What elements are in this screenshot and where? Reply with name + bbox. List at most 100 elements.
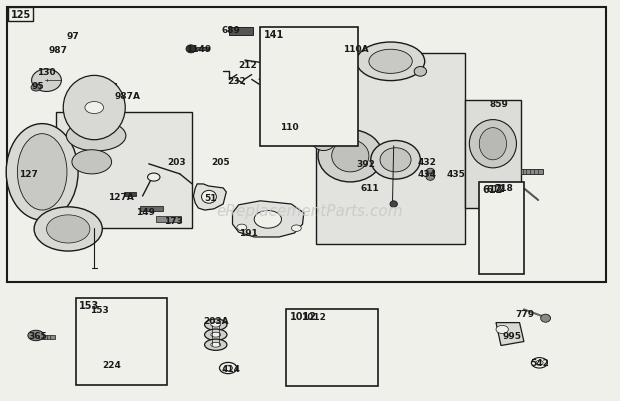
Text: 224: 224 xyxy=(102,360,121,369)
Text: 859: 859 xyxy=(490,100,508,109)
Ellipse shape xyxy=(332,59,344,69)
Text: 95: 95 xyxy=(31,82,43,91)
Text: 203: 203 xyxy=(167,158,186,166)
Ellipse shape xyxy=(17,134,67,211)
Ellipse shape xyxy=(336,351,343,356)
Ellipse shape xyxy=(332,140,369,172)
Text: 718: 718 xyxy=(495,184,513,193)
Bar xyxy=(229,28,253,36)
Bar xyxy=(37,335,55,339)
Bar xyxy=(479,182,524,275)
Text: eReplacementParts.com: eReplacementParts.com xyxy=(216,203,404,218)
Ellipse shape xyxy=(97,326,120,341)
Ellipse shape xyxy=(205,339,227,350)
Ellipse shape xyxy=(369,50,412,74)
Bar xyxy=(286,309,378,386)
Text: 432: 432 xyxy=(417,158,436,166)
Ellipse shape xyxy=(283,77,290,81)
Ellipse shape xyxy=(85,102,104,114)
Text: 141: 141 xyxy=(264,30,284,40)
Text: 153: 153 xyxy=(79,301,99,311)
Ellipse shape xyxy=(318,130,383,182)
Text: 97: 97 xyxy=(67,32,80,41)
Ellipse shape xyxy=(494,187,509,196)
Ellipse shape xyxy=(103,360,118,368)
Text: 149: 149 xyxy=(136,207,156,216)
Bar xyxy=(156,217,181,222)
Ellipse shape xyxy=(371,141,420,180)
Text: 612: 612 xyxy=(486,185,505,194)
Ellipse shape xyxy=(309,351,317,356)
Text: 689: 689 xyxy=(222,26,241,34)
Text: 173: 173 xyxy=(164,217,182,226)
Bar xyxy=(108,84,116,108)
Ellipse shape xyxy=(104,330,113,337)
Ellipse shape xyxy=(541,314,551,322)
Polygon shape xyxy=(193,184,226,211)
Polygon shape xyxy=(496,323,524,346)
Ellipse shape xyxy=(34,207,102,251)
Text: 611: 611 xyxy=(361,184,379,193)
Text: 191: 191 xyxy=(239,229,257,238)
Ellipse shape xyxy=(211,332,221,337)
Text: 612: 612 xyxy=(482,184,503,194)
Ellipse shape xyxy=(479,128,507,160)
Text: 130: 130 xyxy=(37,68,56,77)
Bar xyxy=(260,28,358,146)
Text: 203A: 203A xyxy=(203,316,229,325)
Ellipse shape xyxy=(211,322,221,327)
Bar xyxy=(76,299,167,385)
Ellipse shape xyxy=(205,329,227,340)
Bar xyxy=(140,207,163,212)
Text: 153: 153 xyxy=(90,305,108,314)
Text: 1012: 1012 xyxy=(301,312,326,321)
Polygon shape xyxy=(81,82,118,100)
Ellipse shape xyxy=(205,319,227,330)
Ellipse shape xyxy=(299,87,306,92)
Ellipse shape xyxy=(312,134,335,151)
Bar xyxy=(521,170,542,174)
Ellipse shape xyxy=(28,330,44,341)
Bar xyxy=(56,112,192,229)
Ellipse shape xyxy=(211,342,221,347)
Text: 1012: 1012 xyxy=(290,311,317,321)
Ellipse shape xyxy=(202,191,216,204)
Text: 365: 365 xyxy=(29,332,47,340)
Text: 110: 110 xyxy=(280,123,299,132)
Text: 392: 392 xyxy=(356,159,374,168)
Ellipse shape xyxy=(312,113,335,131)
Ellipse shape xyxy=(148,174,160,182)
Text: 435: 435 xyxy=(446,170,465,179)
Text: 414: 414 xyxy=(222,364,241,373)
Ellipse shape xyxy=(46,215,90,243)
Text: 127A: 127A xyxy=(108,193,135,202)
Ellipse shape xyxy=(237,225,247,231)
Text: 987: 987 xyxy=(48,46,68,55)
Text: 125: 125 xyxy=(11,10,31,20)
Ellipse shape xyxy=(32,70,61,92)
Ellipse shape xyxy=(72,150,112,174)
Text: 110A: 110A xyxy=(343,45,369,53)
Text: 995: 995 xyxy=(502,332,521,340)
Ellipse shape xyxy=(426,174,435,181)
Bar xyxy=(498,203,505,233)
Ellipse shape xyxy=(291,225,301,232)
Text: 779: 779 xyxy=(516,309,535,318)
Ellipse shape xyxy=(186,46,196,54)
Bar xyxy=(7,8,606,283)
Bar xyxy=(465,100,521,209)
Ellipse shape xyxy=(331,348,348,359)
Ellipse shape xyxy=(290,81,299,87)
Ellipse shape xyxy=(63,76,125,140)
Ellipse shape xyxy=(66,121,126,152)
Ellipse shape xyxy=(262,61,327,107)
Ellipse shape xyxy=(6,124,78,221)
Bar xyxy=(196,48,208,51)
Bar xyxy=(316,54,465,245)
Text: 542: 542 xyxy=(531,358,549,367)
Ellipse shape xyxy=(390,201,397,208)
Ellipse shape xyxy=(426,169,435,176)
Text: 205: 205 xyxy=(211,158,229,166)
Ellipse shape xyxy=(380,148,411,172)
Ellipse shape xyxy=(356,43,425,81)
